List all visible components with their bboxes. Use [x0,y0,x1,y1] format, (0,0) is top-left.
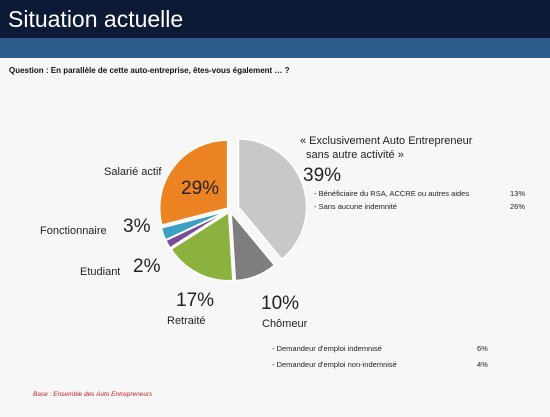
chomeur-detail-value-2: 4% [477,360,488,369]
retraite-label: Retraité [167,315,206,327]
exclusif-label-line2: sans autre activité » [306,149,404,161]
exclusif-detail-label-1: - Bénéficiaire du RSA, ACCRE ou autres a… [314,189,470,198]
chomeur-percent: 10% [261,293,300,314]
base-note: Base : Ensemble des Auto Entrepreneurs [33,391,153,398]
salarie-label: Salarié actif [104,166,162,178]
etudiant-percent: 2% [133,256,161,277]
slice-retraite [170,211,234,282]
chomeur-detail-label-1: - Demandeur d'emploi indemnisé [272,344,382,353]
chomeur-detail-value-1: 6% [477,344,488,353]
exclusif-detail-value-1: 13% [510,189,526,198]
exclusif-detail-value-2: 26% [510,202,526,211]
title-bar: Situation actuelle [0,0,550,38]
chomeur-detail-label-2: - Demandeur d'emploi non-indemnisé [272,360,397,369]
exclusif-detail-label-2: - Sans aucune indemnité [314,202,397,211]
exclusif-percent: 39% [303,165,342,186]
question-text: Question : En parallèle de cette auto-en… [9,66,290,75]
exclusif-label-line1: « Exclusivement Auto Entrepreneur [300,135,473,147]
header-band [0,38,550,58]
fonctionnaire-label: Fonctionnaire [40,225,107,237]
slice-exclusif [237,138,308,261]
chomeur-label: Chômeur [262,318,308,330]
slice-fonctionnaire [160,210,228,241]
fonctionnaire-percent: 3% [123,216,151,237]
etudiant-label: Etudiant [80,266,121,278]
slice-salarie [158,139,229,226]
slide-title: Situation actuelle [8,6,184,32]
salarie-percent: 29% [181,178,220,199]
retraite-percent: 17% [176,290,215,311]
slice-chomeur [230,210,276,282]
